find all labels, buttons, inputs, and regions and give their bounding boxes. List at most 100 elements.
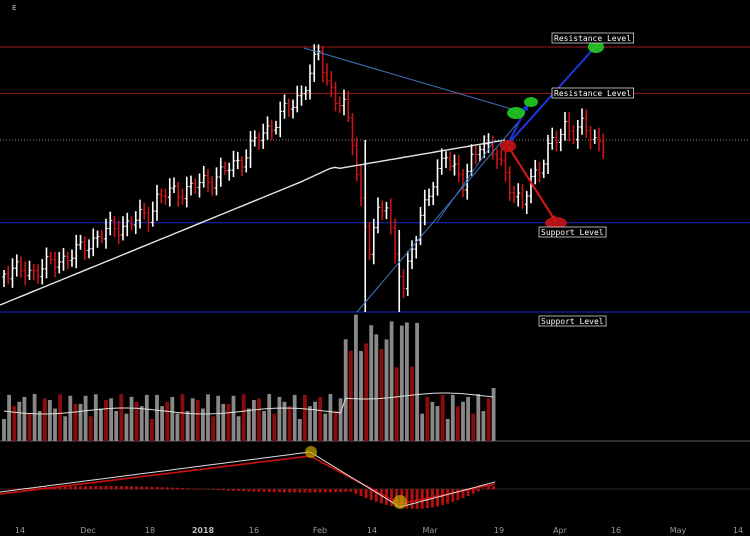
svg-text:Support Level: Support Level [541, 317, 604, 326]
candle-up [150, 201, 155, 227]
candle-down [223, 161, 227, 176]
volume-bar-up [139, 406, 144, 441]
candle-up [516, 183, 521, 207]
x-tick-label: 14 [15, 526, 25, 535]
support-marker [545, 217, 567, 229]
candle-down [286, 98, 291, 117]
candle-up [533, 159, 538, 185]
volume-bar-down [73, 403, 78, 441]
candle-up [414, 235, 419, 259]
macd-histogram-bar [201, 488, 205, 490]
moving-average-line [0, 139, 506, 306]
candle-up [439, 148, 444, 175]
macd-histogram-bar [349, 489, 353, 492]
candle-down [380, 200, 385, 221]
candle-up [541, 159, 546, 179]
volume-bar-up [2, 419, 6, 441]
candle-up [422, 189, 427, 226]
candle-up [235, 151, 240, 170]
level-label: Support Level [538, 226, 607, 238]
volume-bar-down [456, 406, 460, 441]
volume-bar-up [185, 411, 190, 441]
macd-histogram-bar [293, 489, 297, 493]
candle-up [197, 173, 202, 198]
candle-down [584, 109, 589, 138]
volume-bar-up [435, 406, 440, 441]
macd-histogram-bar [175, 487, 179, 490]
x-tick-label: 16 [611, 526, 621, 535]
candle-down [325, 63, 329, 86]
macd-histogram-bar [257, 489, 261, 492]
macd-histogram-bar [73, 486, 77, 490]
volume-bar-down [104, 399, 108, 441]
candle-down [19, 256, 23, 278]
macd-histogram-bar [17, 488, 21, 490]
volume-bar-down [272, 413, 277, 441]
volume-bar-up [216, 395, 221, 441]
candle-down [401, 269, 406, 299]
macd-histogram-bar [206, 489, 210, 490]
volume-bar-up [78, 403, 83, 441]
candle-down [48, 251, 53, 265]
volume-bar-up [206, 394, 210, 441]
volume-bar-down [12, 406, 17, 441]
volume-bar-down [486, 398, 491, 441]
macd-histogram-bar [155, 486, 159, 490]
volume-bar-up [175, 413, 180, 441]
volume-bar-up [292, 394, 297, 441]
corner-label: E [12, 4, 16, 12]
volume-bar-down [150, 418, 154, 441]
volume-bar-up [246, 408, 251, 441]
volume-bar-up [461, 401, 465, 441]
candle-down [456, 154, 461, 183]
candle-up [371, 218, 376, 265]
candle-down [448, 151, 453, 172]
macd-histogram-bar [481, 488, 485, 490]
macd-histogram-bar [68, 486, 72, 490]
candle-down [567, 111, 572, 142]
x-tick-label: Dec [80, 526, 95, 535]
candle-up [248, 131, 253, 168]
volume-bar-down [410, 366, 414, 441]
macd-histogram-bar [130, 486, 133, 490]
macd-histogram-bar [308, 489, 312, 493]
candle-down [601, 133, 606, 159]
macd-histogram-bar [466, 489, 470, 496]
candle-up [108, 211, 113, 236]
candle-up [308, 64, 312, 100]
macd-histogram-bar [441, 489, 445, 506]
candle-up [14, 254, 19, 277]
volume-bar-down [257, 398, 261, 441]
candle-down [23, 261, 28, 286]
volume-bar-down [27, 413, 32, 441]
x-tick-label: 2018 [192, 526, 215, 535]
macd-histogram-bar [476, 489, 480, 492]
candle-down [333, 81, 338, 112]
candle-down [388, 198, 393, 235]
macd-signal-line [0, 455, 496, 505]
candle-up [427, 188, 431, 207]
candle-up [376, 197, 380, 234]
candle-up [435, 159, 440, 196]
macd-histogram-bar [119, 486, 123, 490]
volume-bar-up [129, 396, 134, 441]
candle-down [257, 132, 261, 150]
candle-up [312, 44, 317, 82]
macd-histogram-bar [104, 486, 108, 490]
macd-histogram-bar [211, 489, 215, 490]
volume-bar-down [180, 394, 185, 441]
macd-histogram-bar [487, 486, 490, 490]
macd-histogram-bar [7, 488, 11, 490]
volume-bar-up [420, 413, 425, 441]
volume-bar-up [297, 418, 302, 441]
macd-histogram-bar [226, 489, 230, 491]
x-tick-label: May [670, 526, 687, 535]
x-axis: 14 Dec 18 2018 16 Feb 14 Mar 19 Apr 16 May 14 [15, 526, 743, 535]
x-tick-label: 16 [249, 526, 259, 535]
volume-bar-up [236, 416, 241, 441]
candle-down [99, 229, 104, 244]
candle-down [36, 264, 40, 284]
candle-up [265, 116, 270, 140]
candle-down [163, 188, 168, 206]
upper-trendline [303, 47, 516, 111]
